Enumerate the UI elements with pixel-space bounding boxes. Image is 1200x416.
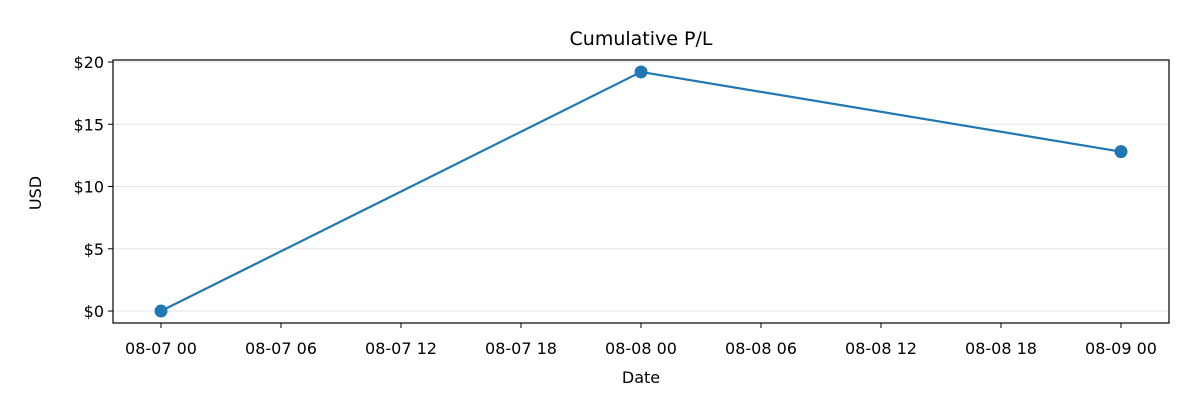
data-point <box>634 65 648 79</box>
grid-lines <box>113 61 1169 312</box>
x-tick-label: 08-07 06 <box>245 339 317 358</box>
x-tick-label: 08-08 12 <box>845 339 917 358</box>
x-tick-label: 08-07 00 <box>125 339 197 358</box>
x-tick-label: 08-08 18 <box>965 339 1037 358</box>
y-tick-label: $10 <box>73 178 104 197</box>
series-line <box>160 70 1122 313</box>
data-point <box>154 304 168 318</box>
x-tick-label: 08-08 00 <box>605 339 677 358</box>
x-tick-label: 08-07 18 <box>485 339 557 358</box>
y-axis-label: USD <box>26 176 45 210</box>
plot-frame <box>112 59 1170 324</box>
data-point <box>1114 145 1128 159</box>
x-tick-label: 08-08 06 <box>725 339 797 358</box>
y-axis-ticks: $0 $5 $10 $15 $20 <box>73 53 113 321</box>
x-tick-label: 08-07 12 <box>365 339 437 358</box>
y-tick-label: $0 <box>84 302 104 321</box>
series-group <box>154 65 1128 318</box>
y-tick-label: $5 <box>84 240 104 259</box>
x-axis-ticks: 08-07 00 08-07 06 08-07 12 08-07 18 08-08 00… <box>125 323 1157 358</box>
y-tick-label: $20 <box>73 53 104 72</box>
chart-title: Cumulative P/L <box>570 28 713 50</box>
x-tick-label: 08-09 00 <box>1085 339 1157 358</box>
x-axis-label: Date <box>622 368 660 387</box>
y-tick-label: $15 <box>73 115 104 134</box>
